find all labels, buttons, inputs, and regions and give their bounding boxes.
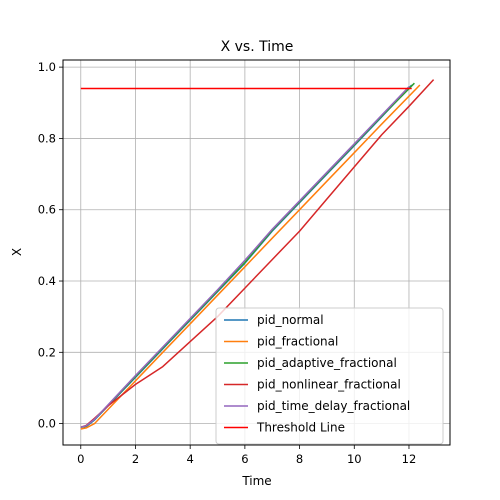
x-tick-label: 12 <box>402 452 417 466</box>
x-tick-label: 0 <box>77 452 84 466</box>
x-tick-label: 8 <box>296 452 303 466</box>
grid <box>63 60 450 445</box>
x-axis-label: Time <box>241 474 271 488</box>
series-line-pid-time-delay-fractional <box>80 86 410 428</box>
y-tick-label: 0.8 <box>38 131 56 145</box>
x-tick-label: 10 <box>347 452 362 466</box>
plot-frame <box>62 59 451 446</box>
legend-label: Threshold Line <box>256 421 345 435</box>
y-tick-label: 0.2 <box>38 345 56 359</box>
x-tick-label: 4 <box>187 452 194 466</box>
y-tick-label: 0.6 <box>38 203 56 217</box>
legend-label: pid_adaptive_fractional <box>257 356 397 370</box>
legend-label: pid_nonlinear_fractional <box>257 378 401 392</box>
legend-label: pid_fractional <box>257 335 338 349</box>
chart-title: X vs. Time <box>221 39 294 55</box>
axis-ticks: 0 2 4 6 8 10 12 0.0 0.2 0.4 0.6 0.8 1.0 <box>38 60 417 466</box>
legend-box <box>215 307 444 445</box>
x-tick-label: 6 <box>241 452 248 466</box>
y-axis-label: X <box>10 248 24 256</box>
series-lines <box>80 79 435 430</box>
legend-label: pid_normal <box>257 313 324 327</box>
y-tick-label: 1.0 <box>38 60 56 74</box>
y-tick-label: 0.0 <box>38 417 56 431</box>
x-tick-label: 2 <box>132 452 139 466</box>
legend-label: pid_time_delay_fractional <box>257 399 410 413</box>
y-tick-label: 0.4 <box>38 274 56 288</box>
legend: pid_normal pid_fractional pid_adaptive_fra… <box>215 307 444 445</box>
series-line-pid-fractional <box>80 84 421 430</box>
